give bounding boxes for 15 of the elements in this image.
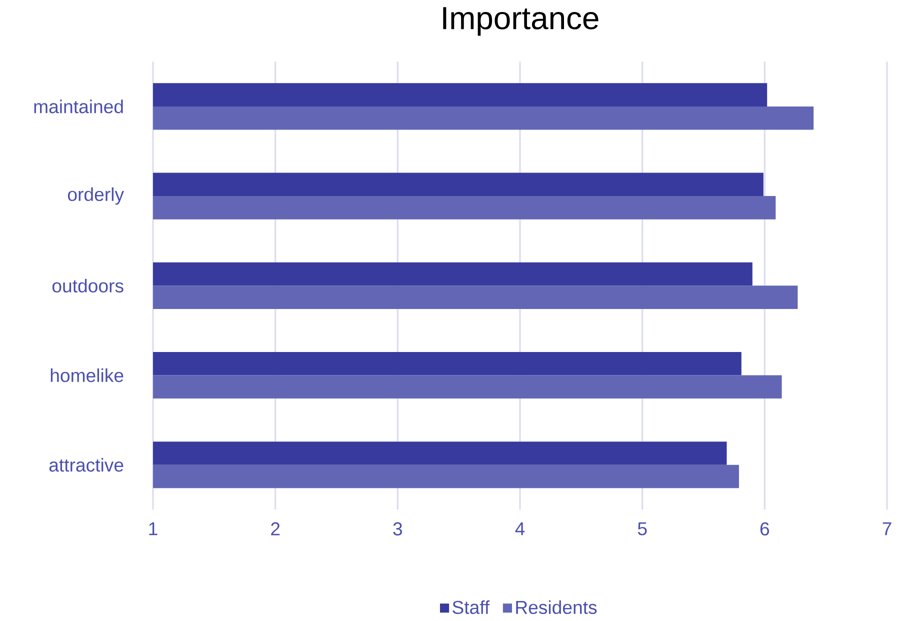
y-tick-label: orderly (68, 187, 124, 205)
y-tick-label: outdoors (52, 278, 124, 292)
x-tick-label: 5 (638, 522, 647, 536)
x-tick-label: 6 (760, 522, 770, 536)
y-tick-label: attractive (49, 458, 124, 472)
legend-label: Residents (516, 600, 597, 614)
x-tick-label: 2 (271, 522, 280, 536)
x-tick-label: 1 (149, 522, 158, 536)
x-tick-label: 7 (882, 522, 892, 536)
y-tick-label: homelike (50, 368, 124, 382)
x-tick-label: 3 (393, 522, 402, 536)
x-tick-label: 4 (515, 522, 525, 536)
legend-label: Staff (452, 600, 490, 614)
y-tick-label: maintained (34, 100, 123, 114)
chart-title: Importance (443, 7, 598, 36)
